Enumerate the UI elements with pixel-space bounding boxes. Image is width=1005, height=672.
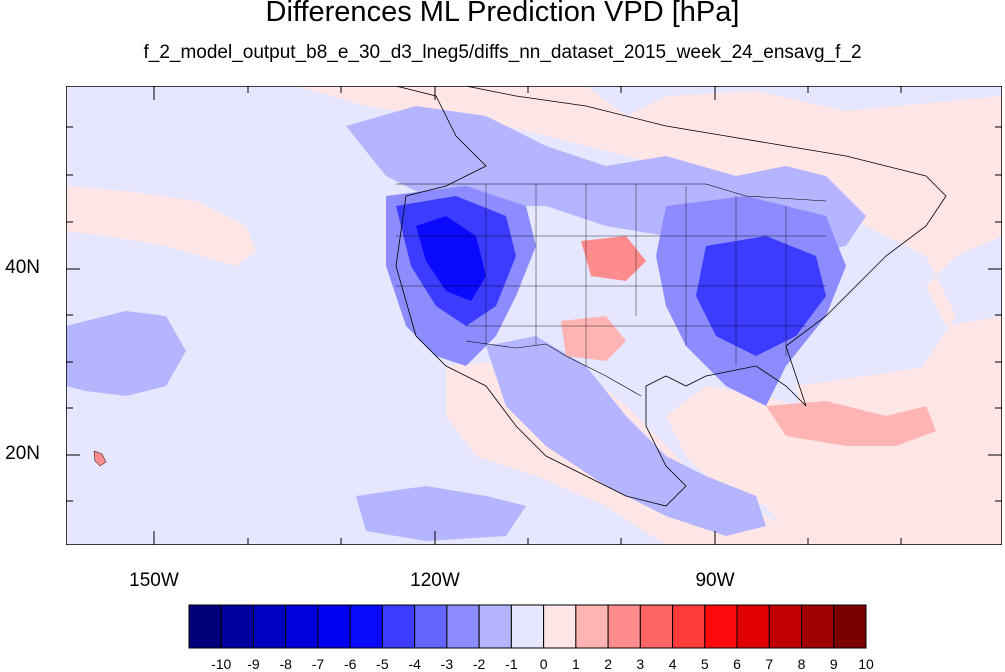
colorbar-tick-label: -5 [376, 656, 389, 672]
pink-patch-west [66, 186, 256, 266]
blue-patch-pacific [66, 311, 186, 396]
lon-ticks [153, 86, 902, 545]
colorbar-swatch [414, 604, 448, 649]
lat-label-20n: 20N [5, 443, 40, 464]
colorbar-swatch [381, 604, 416, 649]
colorbar-swatch [575, 604, 609, 649]
vpd-difference-map [66, 86, 1002, 545]
colorbar-tick-label: -3 [440, 656, 454, 672]
us-canada-border [396, 183, 827, 202]
lat-label-40n: 40N [5, 257, 40, 278]
colorbar-tick-label: -2 [472, 656, 486, 672]
red-patch-texas [561, 316, 626, 361]
colorbar-tick-label: 1 [571, 656, 580, 672]
colorbar-swatch [672, 604, 706, 649]
map-title: Differences ML Prediction VPD [hPa] [265, 0, 740, 28]
lon-label-90w: 90W [695, 570, 735, 591]
colorbar-swatch [510, 604, 545, 649]
colorbar-tick-label: 7 [765, 656, 774, 672]
colorbar-tick-label: 0 [539, 656, 548, 672]
colorbar-swatch [639, 604, 674, 649]
pink-patch-east [796, 356, 1002, 545]
colorbar-tick-label: -4 [408, 656, 421, 672]
colorbar-swatch [607, 604, 641, 649]
colorbar-swatch [736, 604, 770, 649]
north-america-outline [395, 86, 947, 507]
blue-patch-mexico [486, 336, 766, 536]
red-patch-plains [581, 236, 646, 281]
darkest-blue-patch-west-us [416, 216, 486, 301]
colorbar-tick-label: 8 [797, 656, 806, 672]
colorbar-tick-label: -8 [279, 656, 292, 672]
colorbar-tick-label: -9 [247, 656, 260, 672]
colorbar-swatch [220, 604, 254, 649]
colorbar-swatch [317, 604, 351, 649]
colorbar-tick-label: 3 [636, 656, 645, 672]
colorbar-swatch [349, 604, 383, 649]
colorbar-swatch [285, 604, 319, 649]
colorbar-tick-label: 2 [604, 656, 612, 672]
colorbar-swatch [543, 604, 577, 649]
colorbar-tick-label: 5 [700, 656, 709, 672]
lat-ticks [66, 126, 1002, 502]
state-lines [396, 184, 826, 366]
colorbar [188, 604, 867, 649]
colorbar-tick-label: -7 [311, 656, 325, 672]
colorbar-tick-label: 9 [829, 656, 838, 672]
colorbar-tick-label: -10 [211, 656, 232, 672]
colorbar-swatch [478, 604, 512, 649]
colorbar-swatch [188, 604, 222, 649]
colorbar-tick-label: 4 [668, 656, 677, 672]
us-mexico-border [465, 340, 642, 397]
colorbar-tick-label: 10 [858, 656, 874, 672]
hawaii-island [93, 450, 107, 467]
blue-patch-central-pacific [356, 486, 526, 541]
red-patch-caribbean [766, 401, 936, 446]
colorbar-tick-label: -6 [343, 656, 357, 672]
lon-label-150w: 150W [129, 570, 179, 591]
colorbar-swatch [252, 604, 287, 649]
colorbar-tick-label: -1 [505, 656, 518, 672]
colorbar-swatch [801, 604, 835, 649]
colorbar-tick-label: 6 [733, 656, 741, 672]
colorbar-swatch [768, 604, 803, 649]
colorbar-swatch [704, 604, 738, 649]
colorbar-swatch [833, 604, 867, 649]
colorbar-swatch [446, 604, 480, 649]
map-subtitle: f_2_model_output_b8_e_30_d3_lneg5/diffs_… [143, 42, 862, 63]
lon-label-120w: 120W [410, 570, 460, 591]
